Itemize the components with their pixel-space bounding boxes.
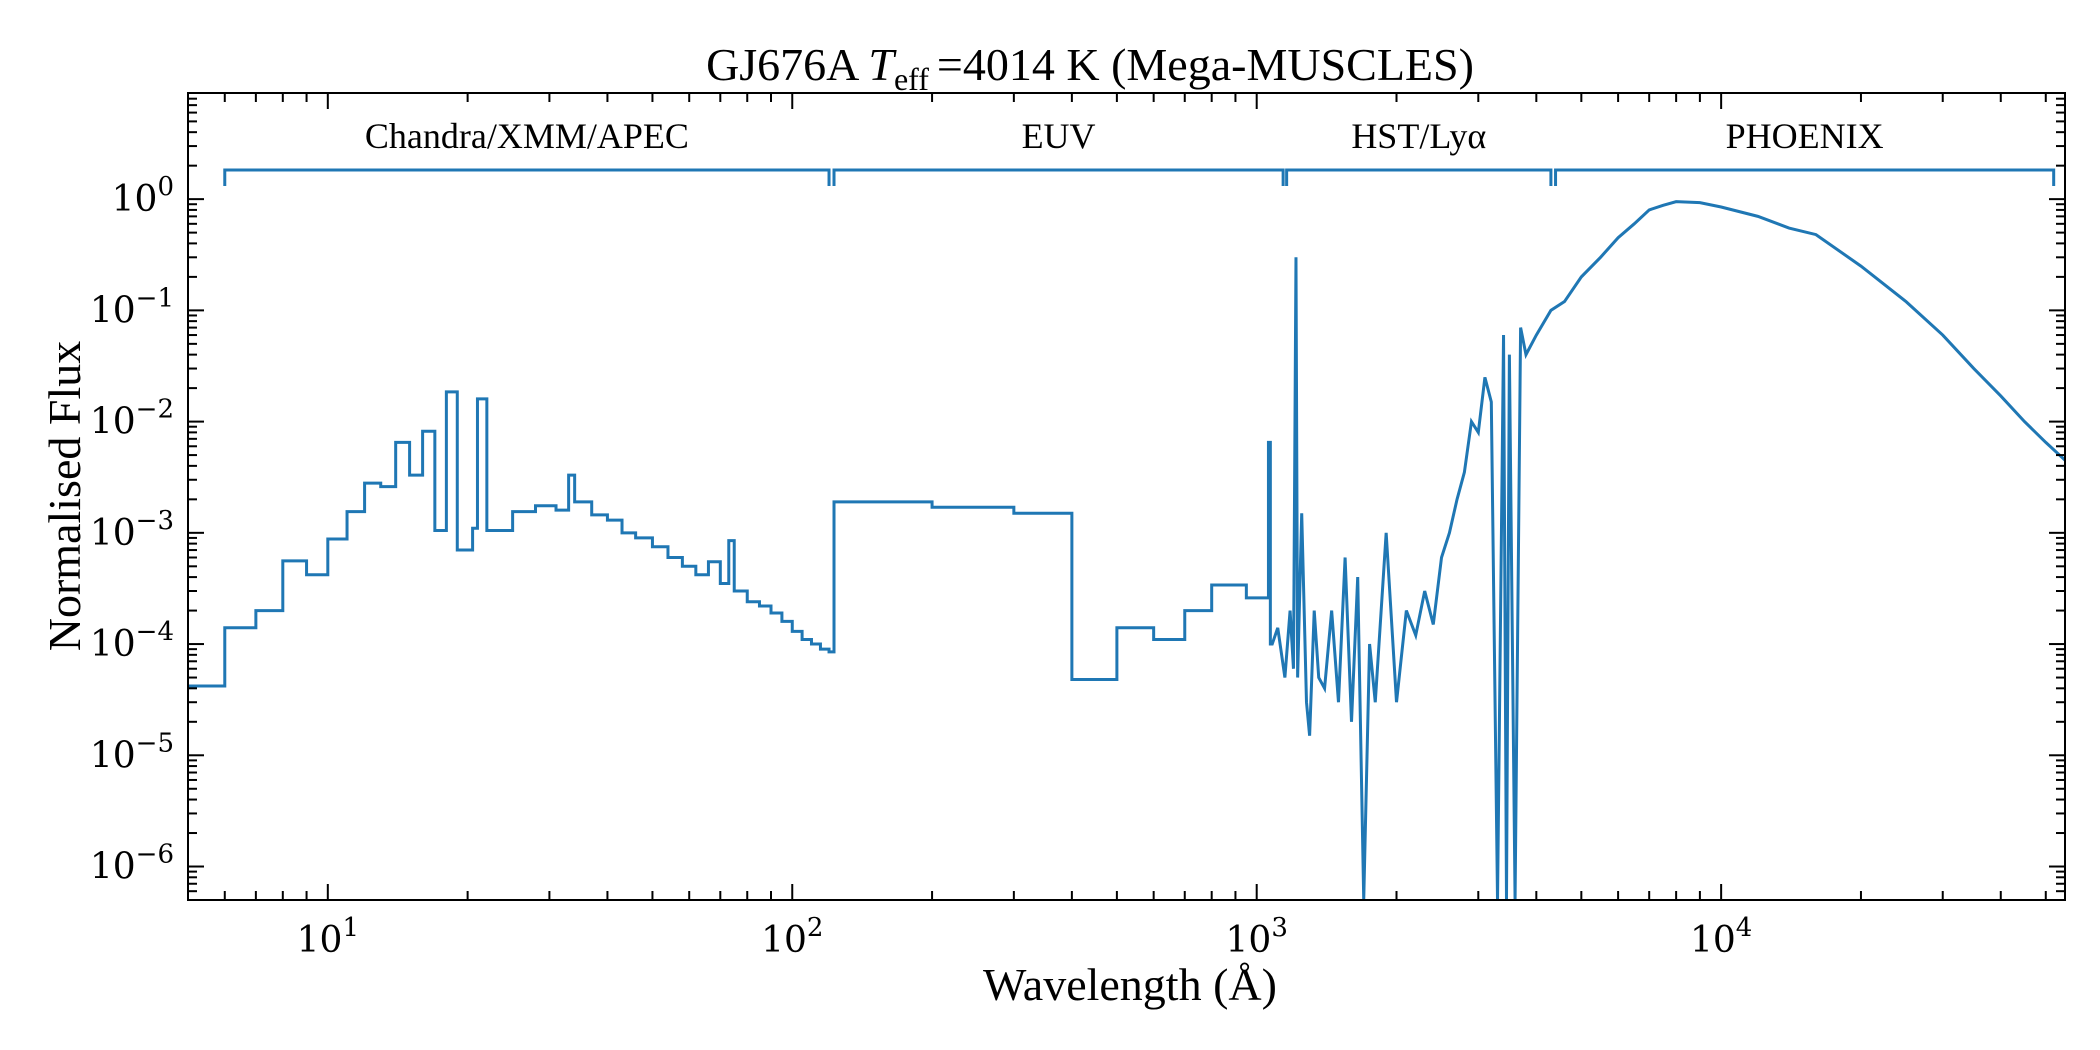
region-label: HST/Lyα (1351, 116, 1486, 156)
chart-title: GJ676A Teff =4014 K (Mega-MUSCLES) (706, 39, 1474, 97)
y-tick-label: 10−3 (90, 506, 174, 554)
region-label: EUV (1022, 116, 1096, 156)
y-tick-label: 100 (112, 172, 174, 220)
x-tick-label: 104 (1690, 913, 1752, 961)
y-tick-label: 10−5 (90, 728, 174, 776)
region-label: PHOENIX (1726, 116, 1884, 156)
y-tick-label: 10−6 (90, 840, 174, 888)
plot-frame (187, 92, 2066, 901)
y-tick-label: 10−1 (90, 283, 174, 331)
spectrum-line (188, 200, 2065, 900)
y-tick-label: 10−4 (90, 617, 174, 665)
x-axis-label: Wavelength (Å) (983, 959, 1277, 1010)
region-bracket (832, 168, 1285, 186)
region-bracket (223, 168, 831, 186)
x-tick-label: 101 (297, 913, 359, 961)
plot-layer: Chandra/XMM/APEC EUV HST/Lyα PHOENIX 101 102 1… (90, 92, 2066, 961)
region-label: Chandra/XMM/APEC (365, 116, 689, 156)
x-tick-label: 102 (761, 913, 823, 961)
y-tick-label: 10−2 (90, 395, 174, 443)
region-bracket (1554, 168, 2056, 186)
y-axis-label: Normalised Flux (39, 341, 90, 651)
region-bracket (1285, 168, 1553, 186)
x-tick-label: 103 (1226, 913, 1288, 961)
